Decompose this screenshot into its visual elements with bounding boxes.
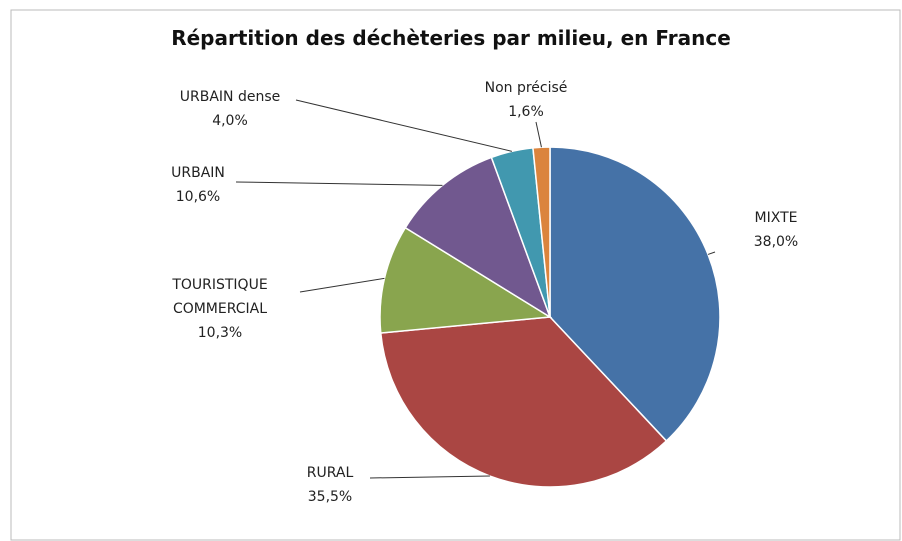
leader-line — [295, 99, 512, 152]
leader-line — [707, 251, 716, 255]
value-label: 1,6% — [508, 104, 544, 120]
value-label: 10,3% — [197, 325, 243, 341]
leader-line — [235, 181, 443, 186]
category-label: URBAIN dense — [179, 89, 281, 105]
value-label: 35,5% — [307, 489, 353, 505]
value-label: 38,0% — [753, 234, 799, 250]
leader-line — [369, 475, 490, 479]
slice-label: URBAIN 10,6% — [153, 161, 243, 209]
category-label: TOURISTIQUE COMMERCIAL — [172, 277, 268, 317]
pie-slice — [379, 226, 553, 334]
leader-line — [299, 277, 385, 293]
chart-title: Répartition des déchèteries par milieu, … — [171, 26, 731, 50]
slice-label: TOURISTIQUE COMMERCIAL 10,3% — [135, 273, 305, 345]
slice-label: Non précisé 1,6% — [476, 76, 576, 124]
pie-slice — [404, 156, 552, 319]
slice-label: URBAIN dense 4,0% — [170, 85, 290, 133]
chart-border — [10, 9, 901, 541]
category-label: MIXTE — [754, 210, 798, 226]
slice-label: RURAL 35,5% — [285, 461, 375, 509]
category-label: Non précisé — [484, 80, 568, 96]
pie-slice — [379, 316, 668, 488]
value-label: 4,0% — [212, 113, 248, 129]
leader-line — [535, 121, 542, 148]
value-label: 10,6% — [175, 189, 221, 205]
category-label: RURAL — [306, 465, 354, 481]
slice-label: MIXTE 38,0% — [731, 206, 821, 254]
category-label: URBAIN — [171, 165, 225, 181]
